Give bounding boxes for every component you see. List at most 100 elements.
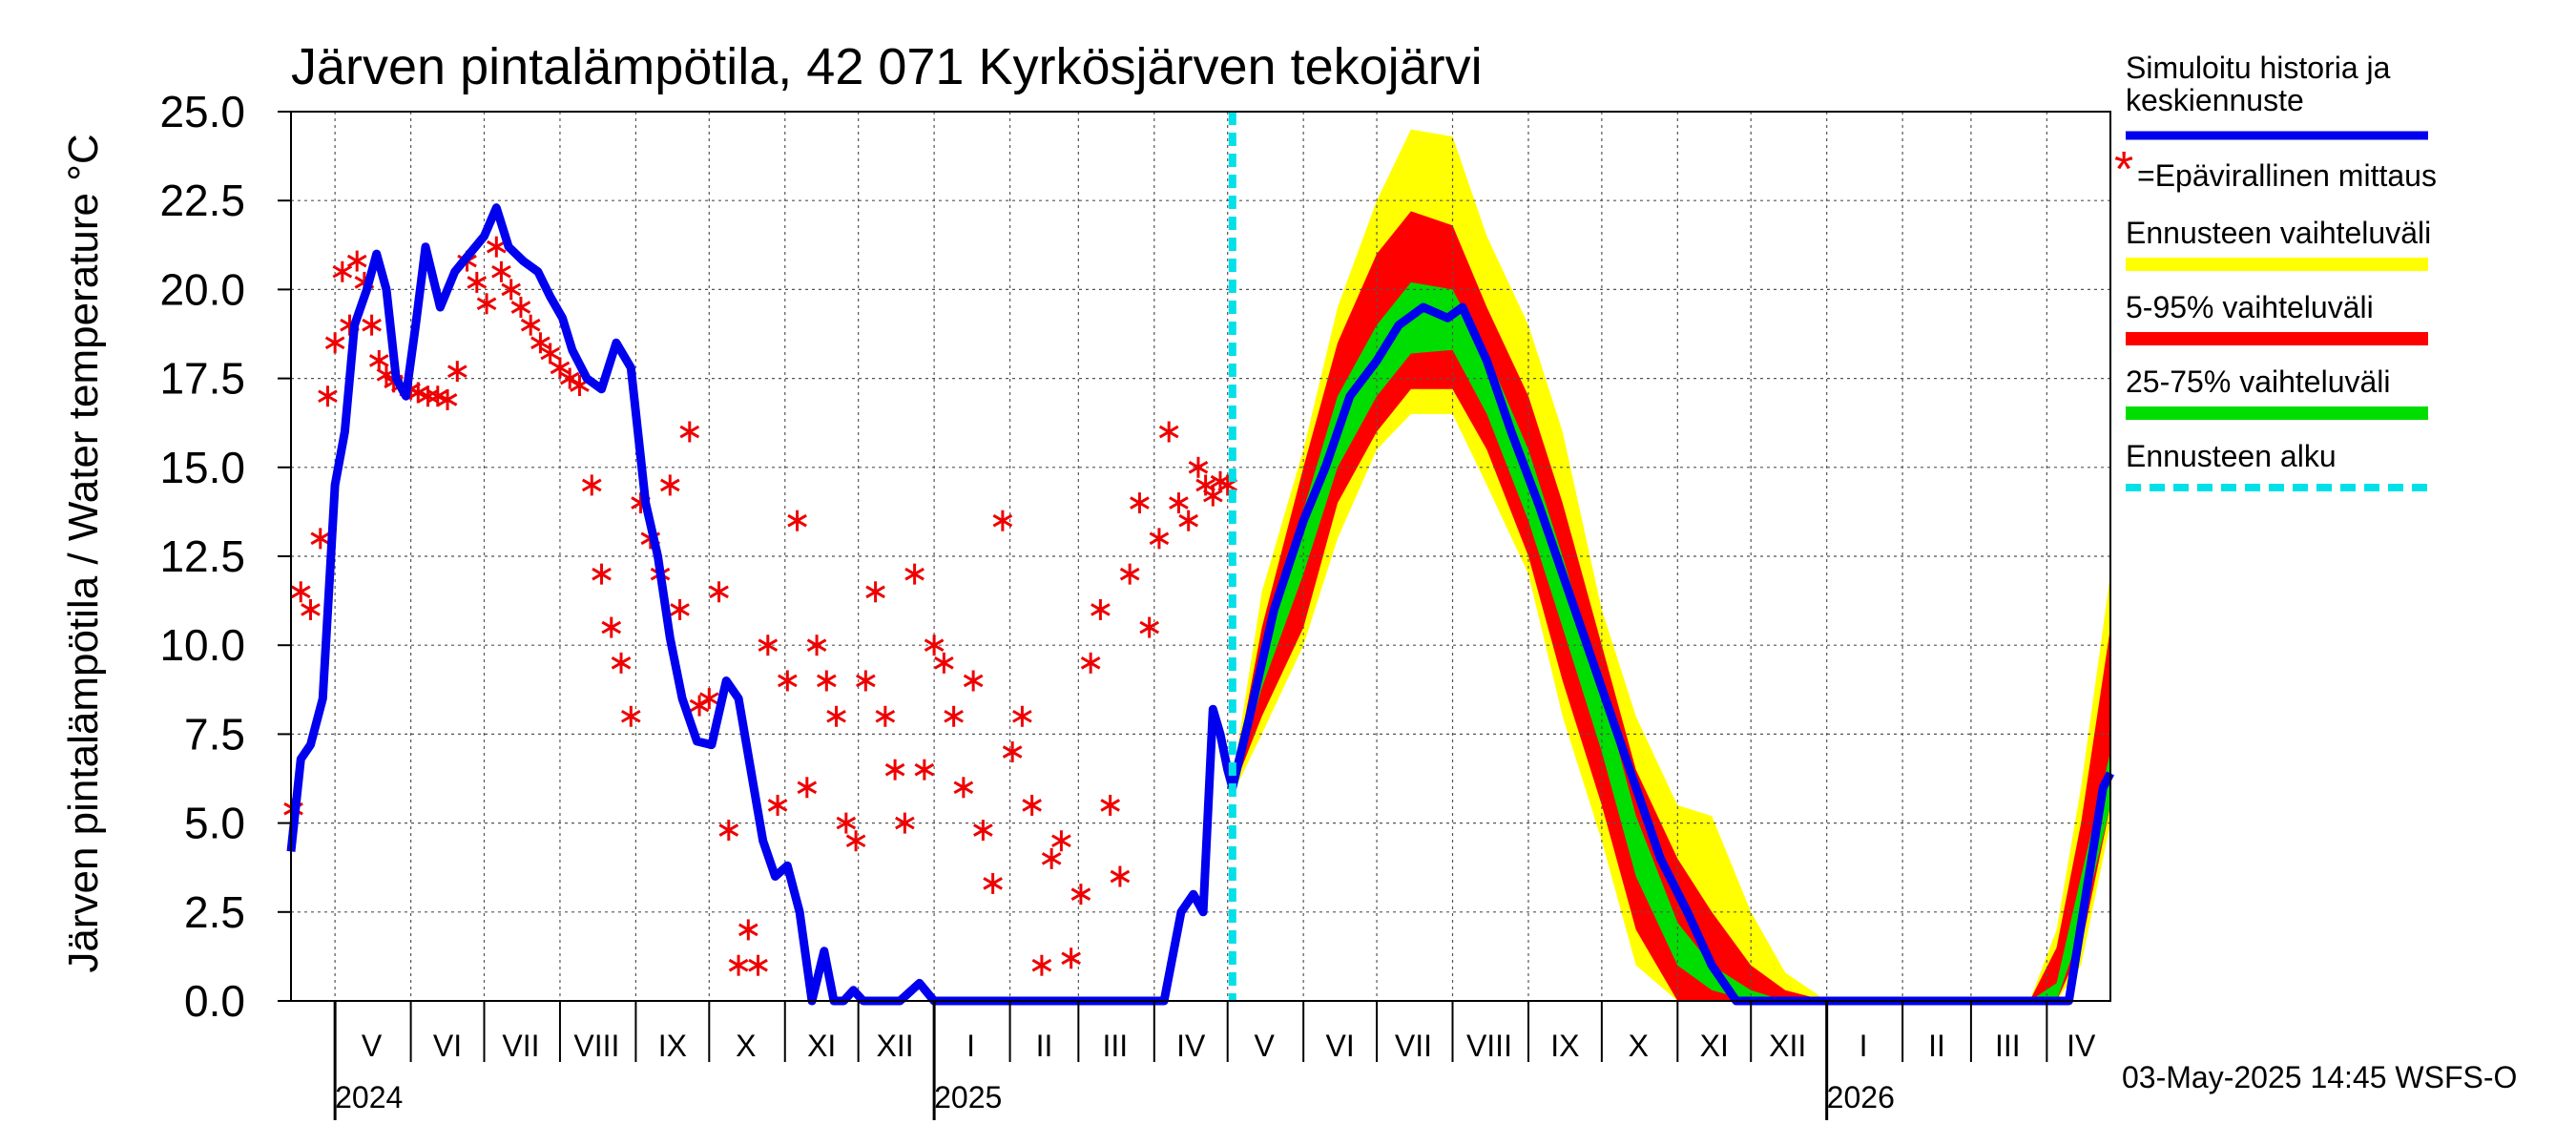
measurement-point	[826, 705, 846, 727]
x-month-label: II	[1928, 1029, 1945, 1063]
legend-label-measurement: =Epävirallinen mittaus	[2137, 158, 2437, 193]
measurement-point	[748, 954, 768, 976]
measurement-point	[310, 528, 331, 550]
x-month-label: XI	[1700, 1029, 1729, 1063]
x-month-label: X	[736, 1029, 756, 1063]
x-month-label: VII	[502, 1029, 539, 1063]
x-month-label: VI	[1325, 1029, 1354, 1063]
measurement-point	[924, 635, 945, 656]
measurement-point	[992, 510, 1013, 531]
measurement-point	[324, 332, 345, 354]
chart-title: Järven pintalämpötila, 42 071 Kyrkösjärv…	[291, 38, 1483, 95]
measurement-point	[953, 777, 974, 799]
legend-label-history-1: Simuloitu historia ja	[2126, 51, 2391, 85]
measurement-point	[875, 705, 896, 727]
measurement-point	[778, 670, 798, 692]
x-month-label: IX	[658, 1029, 687, 1063]
measurement-point	[540, 343, 561, 364]
grid	[291, 112, 2110, 1001]
legend-label-range-5-95: 5-95% vaihteluväli	[2126, 290, 2374, 324]
measurement-point	[1061, 947, 1081, 969]
measurement-point	[845, 830, 866, 852]
measurement-point	[797, 777, 818, 799]
measurement-point	[758, 635, 779, 656]
measurement-point	[963, 670, 984, 692]
forecast-bands	[1232, 129, 2110, 1002]
measurement-point	[1080, 652, 1101, 674]
measurement-point	[332, 260, 353, 282]
x-month-label: V	[362, 1029, 383, 1063]
x-month-label: VI	[433, 1029, 462, 1063]
measurement-point	[1130, 492, 1150, 514]
measurement-point	[1091, 598, 1111, 620]
measurement-point	[1041, 847, 1062, 869]
measurement-point	[510, 297, 531, 319]
measurement-point	[1188, 456, 1209, 478]
y-tick-label: 0.0	[184, 976, 245, 1026]
plot-area	[283, 111, 2114, 1006]
measurement-point	[728, 954, 749, 976]
measurement-point	[1202, 485, 1223, 507]
measurement-point	[806, 635, 827, 656]
x-month-label: IV	[2067, 1029, 2096, 1063]
measurement-point	[1110, 865, 1131, 887]
measurement-point	[670, 598, 690, 620]
x-month-label: IX	[1550, 1029, 1579, 1063]
measurement-point	[486, 236, 507, 258]
y-tick-label: 20.0	[159, 264, 245, 314]
measurement-point	[318, 385, 338, 407]
y-tick-label: 10.0	[159, 620, 245, 670]
measurement-point	[904, 563, 924, 585]
measurement-point	[709, 581, 729, 603]
measurement-point	[620, 705, 641, 727]
measurement-point	[856, 670, 876, 692]
measurement-point	[1002, 741, 1023, 763]
measurement-point	[550, 357, 571, 379]
x-month-label: VIII	[1466, 1029, 1512, 1063]
measurement-point	[1070, 884, 1091, 906]
x-month-label: III	[1995, 1029, 2021, 1063]
x-month-label: II	[1036, 1029, 1053, 1063]
y-tick-label: 22.5	[159, 176, 245, 225]
measurement-point	[301, 598, 321, 620]
measurement-point	[1169, 492, 1189, 514]
x-month-label: I	[966, 1029, 975, 1063]
footer-timestamp: 03-May-2025 14:45 WSFS-O	[2122, 1060, 2517, 1094]
legend-label-range-full: Ennusteen vaihteluväli	[2126, 216, 2431, 250]
y-tick-label: 7.5	[184, 709, 245, 759]
measurement-point	[530, 332, 551, 354]
measurement-point	[1051, 830, 1071, 852]
x-month-label: VIII	[573, 1029, 619, 1063]
measurement-point	[698, 688, 719, 710]
measurement-point	[520, 314, 541, 336]
measurement-point	[817, 670, 837, 692]
x-month-label: I	[1859, 1029, 1868, 1063]
measurement-point	[611, 652, 632, 674]
measurement-point	[983, 872, 1003, 894]
legend: Simuloitu historia ja keskiennuste * =Ep…	[2114, 51, 2437, 491]
measurement-point	[787, 510, 807, 531]
y-tick-label: 17.5	[159, 354, 245, 404]
measurement-point	[290, 581, 311, 603]
measurement-point	[679, 421, 700, 443]
measurement-point	[973, 820, 993, 842]
legend-label-forecast-start: Ennusteen alku	[2126, 439, 2337, 473]
measurement-point	[501, 279, 522, 301]
x-month-label: III	[1102, 1029, 1128, 1063]
x-year-label: 2026	[1827, 1080, 1895, 1114]
measurement-point	[476, 293, 497, 315]
y-axis-label: Järven pintalämpötila / Water temperatur…	[60, 134, 107, 972]
measurement-point	[1178, 510, 1199, 531]
measurement-point	[737, 919, 758, 941]
measurement-point	[1031, 954, 1052, 976]
measurement-point	[467, 271, 488, 293]
measurement-point	[1149, 528, 1170, 550]
measurement-point	[689, 695, 710, 717]
x-year-label: 2024	[335, 1080, 403, 1114]
x-month-label: VII	[1395, 1029, 1432, 1063]
y-tick-label: 12.5	[159, 531, 245, 581]
measurement-point	[407, 382, 428, 404]
measurement-point	[718, 820, 739, 842]
x-month-label: X	[1629, 1029, 1649, 1063]
measurement-point	[895, 812, 915, 834]
